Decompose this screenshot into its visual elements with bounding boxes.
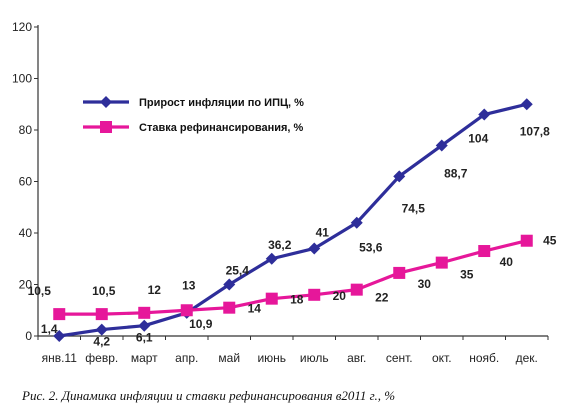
data-point-diamond bbox=[308, 242, 321, 255]
data-label: 107,8 bbox=[520, 124, 550, 138]
data-label: 10,5 bbox=[92, 284, 116, 298]
figure-caption: Рис. 2. Динамика инфляции и ставки рефин… bbox=[22, 388, 396, 403]
data-label: 41 bbox=[316, 225, 330, 239]
data-labels: 1,4 4,2 6,1 25,4 36,2 41 53,6 74,5 88,7 104 107,8 1… bbox=[28, 124, 557, 348]
data-point-diamond bbox=[95, 323, 108, 336]
x-tick-label: апр. bbox=[175, 351, 198, 365]
data-label: 1,4 bbox=[41, 322, 58, 336]
data-label: 10,9 bbox=[189, 317, 213, 331]
x-tick-label: июль bbox=[300, 351, 329, 365]
data-point-square bbox=[223, 301, 236, 314]
data-label: 25,4 bbox=[226, 264, 250, 278]
data-label: 30 bbox=[418, 277, 432, 291]
y-tick-label: 60 bbox=[19, 175, 33, 189]
data-label: 36,2 bbox=[268, 238, 292, 252]
legend-label: Ставка рефинансирования, % bbox=[139, 122, 304, 134]
data-point-diamond bbox=[223, 278, 236, 291]
data-point-square bbox=[53, 308, 66, 321]
data-label: 20 bbox=[333, 289, 347, 303]
x-tick-label: март bbox=[131, 351, 158, 365]
data-label: 14 bbox=[248, 302, 262, 316]
series-lines bbox=[59, 102, 528, 338]
y-tick-label: 0 bbox=[25, 329, 32, 343]
x-tick-label: нояб. bbox=[469, 351, 499, 365]
x-tick-label: дек. bbox=[516, 351, 538, 365]
data-point-square bbox=[435, 256, 448, 269]
data-label: 12 bbox=[148, 283, 162, 297]
data-point-diamond bbox=[138, 319, 151, 332]
y-tick-label: 100 bbox=[12, 72, 32, 86]
legend-label: Прирост инфляции по ИПЦ, % bbox=[139, 97, 304, 109]
data-point-diamond bbox=[435, 139, 448, 152]
data-point-square bbox=[138, 306, 151, 319]
legend: Прирост инфляции по ИПЦ, % Ставка рефинан… bbox=[83, 96, 304, 134]
series-markers bbox=[53, 98, 533, 342]
x-tick-label: авг. bbox=[347, 351, 366, 365]
data-label: 74,5 bbox=[402, 201, 426, 215]
data-label: 4,2 bbox=[93, 335, 110, 349]
data-label: 18 bbox=[290, 293, 304, 307]
x-tick-label: окт. bbox=[432, 351, 452, 365]
data-point-square bbox=[265, 292, 278, 305]
y-tick-label: 20 bbox=[19, 278, 33, 292]
x-tick-label: июнь bbox=[257, 351, 286, 365]
data-label: 45 bbox=[543, 234, 557, 248]
data-point-square bbox=[350, 283, 363, 296]
data-label: 35 bbox=[460, 268, 474, 282]
inflation-chart: 0 20 40 60 80 100 120 янв.11 февр. март апр. май июн… bbox=[12, 20, 557, 365]
data-label: 88,7 bbox=[444, 166, 468, 180]
x-tick-label: сент. bbox=[386, 351, 413, 365]
data-label: 6,1 bbox=[136, 331, 153, 345]
data-label: 40 bbox=[500, 255, 514, 269]
data-point-square bbox=[95, 308, 108, 321]
data-point-square bbox=[180, 304, 193, 317]
data-label: 53,6 bbox=[359, 241, 383, 255]
axes bbox=[34, 25, 549, 340]
series-line bbox=[59, 102, 528, 338]
x-tick-label: янв.11 bbox=[42, 351, 78, 365]
data-point-diamond bbox=[350, 216, 363, 229]
legend-marker-diamond bbox=[100, 96, 112, 108]
data-point-square bbox=[393, 266, 406, 279]
series-line bbox=[59, 239, 528, 316]
data-point-diamond bbox=[53, 330, 66, 342]
data-point-square bbox=[478, 245, 491, 258]
legend-marker-square bbox=[100, 121, 112, 133]
y-tick-label: 80 bbox=[19, 123, 33, 137]
x-tick-label: февр. bbox=[85, 351, 118, 365]
data-label: 10,5 bbox=[28, 284, 52, 298]
data-point-diamond bbox=[393, 170, 406, 183]
data-point-square bbox=[520, 234, 533, 247]
data-point-diamond bbox=[520, 98, 533, 111]
x-tick-label: май bbox=[218, 351, 240, 365]
data-point-diamond bbox=[265, 252, 278, 265]
y-tick-label: 40 bbox=[19, 226, 33, 240]
y-tick-label: 120 bbox=[12, 20, 32, 34]
data-label: 13 bbox=[182, 278, 196, 292]
data-label: 22 bbox=[375, 291, 389, 305]
data-label: 104 bbox=[468, 132, 488, 146]
data-point-diamond bbox=[478, 108, 491, 121]
tick-labels: 0 20 40 60 80 100 120 янв.11 февр. март апр. май июн… bbox=[12, 20, 538, 365]
data-point-square bbox=[308, 288, 321, 301]
